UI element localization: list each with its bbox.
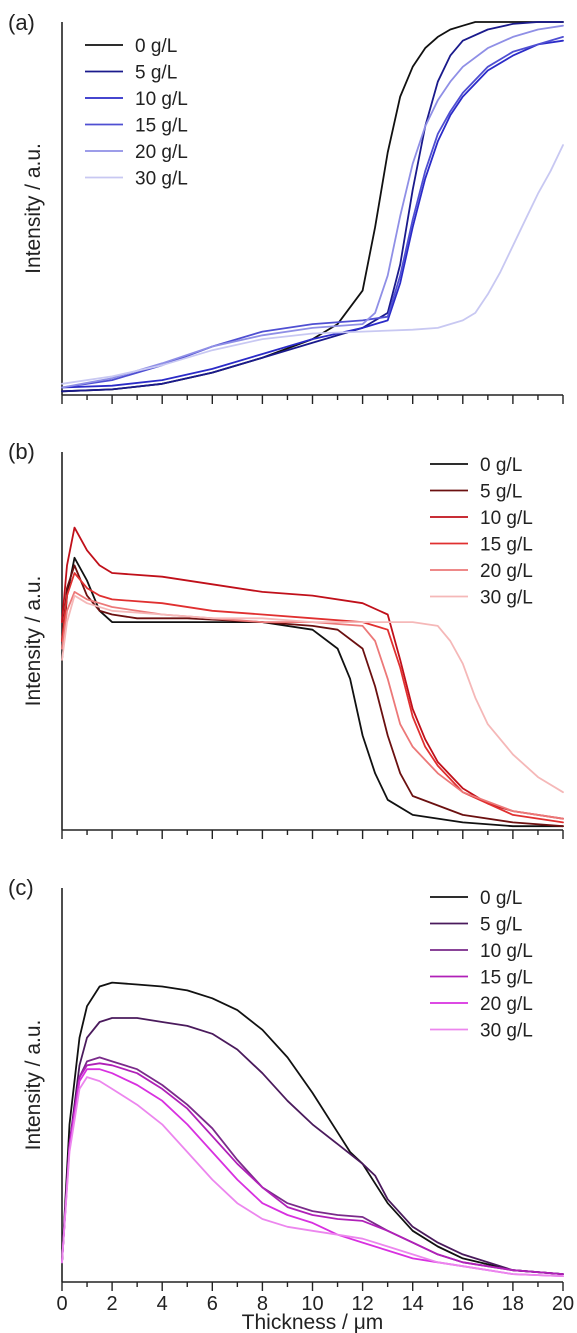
legend-label: 15 g/L [480, 968, 533, 989]
series-line-15-g-l [61, 1062, 564, 1275]
legend-label: 20 g/L [480, 994, 533, 1015]
chart-panel-b: (b) Intensity / a.u. 0 g/L 5 g/L 10 g/L 15 g/… [8, 439, 564, 839]
series-line-30-g-l [61, 594, 564, 794]
series-group [61, 526, 564, 828]
x-tick-label: 16 [452, 1293, 474, 1315]
x-tick-label: 18 [502, 1293, 524, 1315]
chart-panel-c: (c) 0 2 4 6 8 10 12 14 16 18 20 Intensity / a.u. Thic… [8, 875, 574, 1333]
series-line-0-g-l [61, 556, 564, 828]
legend-label: 15 g/L [135, 116, 188, 137]
legend-label: 20 g/L [480, 561, 533, 582]
x-tick-label: 12 [351, 1293, 373, 1315]
x-tick-label: 14 [402, 1293, 424, 1315]
legend-label: 10 g/L [480, 508, 533, 529]
x-tick-label: 2 [107, 1293, 118, 1315]
x-tick-label: 10 [301, 1293, 323, 1315]
legend-label: 0 g/L [135, 36, 177, 57]
series-line-5-g-l [61, 21, 564, 393]
legend-label: 5 g/L [480, 482, 522, 503]
legend-label: 30 g/L [480, 1021, 533, 1042]
series-line-5-g-l [61, 564, 564, 828]
legend-label: 5 g/L [135, 63, 177, 84]
legend-label: 10 g/L [480, 941, 533, 962]
legend-label: 30 g/L [135, 169, 188, 190]
x-tick-label: 4 [157, 1293, 168, 1315]
series-line-15-g-l [61, 572, 564, 824]
panel-label: (b) [8, 439, 35, 464]
y-axis-label: Intensity / a.u. [22, 143, 45, 274]
legend-label: 5 g/L [480, 915, 522, 936]
legend-label: 30 g/L [480, 588, 533, 609]
series-line-10-g-l [61, 39, 564, 389]
x-tick-label: 6 [207, 1293, 218, 1315]
legend-label: 15 g/L [480, 535, 533, 556]
x-tick-label: 0 [56, 1293, 67, 1315]
legend: 0 g/L 5 g/L 10 g/L 15 g/L 20 g/L 30 g/L [85, 36, 188, 190]
y-axis-label: Intensity / a.u. [22, 576, 45, 707]
legend-label: 0 g/L [480, 455, 522, 476]
y-axis-label: Intensity / a.u. [22, 1020, 45, 1151]
series-line-30-g-l [61, 1076, 564, 1277]
legend: 0 g/L 5 g/L 10 g/L 15 g/L 20 g/L 30 g/L [430, 455, 533, 609]
series-line-30-g-l [61, 144, 564, 385]
x-axis-label: Thickness / μm [242, 1311, 384, 1333]
series-line-10-g-l [61, 1056, 564, 1275]
legend-label: 20 g/L [135, 142, 188, 163]
series-line-10-g-l [61, 526, 564, 820]
chart-panel-a: (a) Intensity / a.u. 0 g/L 5 g/L 10 g/L 15 g/… [8, 10, 564, 404]
series-line-5-g-l [61, 1017, 564, 1275]
series-line-0-g-l [61, 981, 564, 1275]
x-tick-label: 20 [552, 1293, 574, 1315]
series-line-20-g-l [61, 24, 564, 389]
series-group [61, 981, 564, 1277]
x-tick-label: 8 [257, 1293, 268, 1315]
legend-label: 10 g/L [135, 89, 188, 110]
series-group [61, 21, 564, 393]
panel-label: (c) [8, 875, 34, 900]
legend-label: 0 g/L [480, 888, 522, 909]
series-line-20-g-l [61, 1068, 564, 1277]
panel-label: (a) [8, 10, 35, 35]
legend: 0 g/L 5 g/L 10 g/L 15 g/L 20 g/L 30 g/L [430, 888, 533, 1042]
